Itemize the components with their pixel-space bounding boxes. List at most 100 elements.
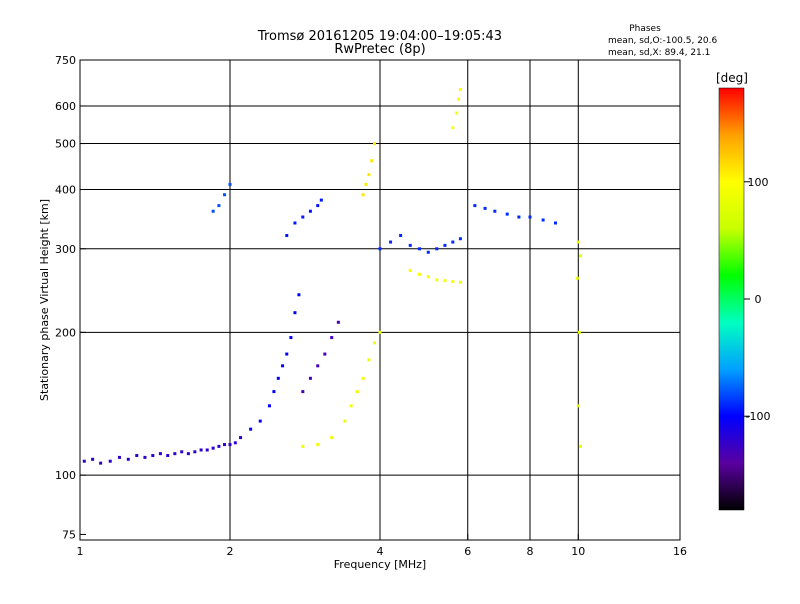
data-point [367,173,371,177]
legend-title: Phases [629,24,661,34]
series-O-trace [82,436,243,465]
data-point [258,419,262,423]
data-point [158,452,162,456]
y-tick-label: 600 [55,100,76,113]
data-point [233,441,237,445]
data-point [378,330,382,334]
data-point [117,455,121,459]
data-point [349,404,353,408]
data-point [281,364,285,368]
data-point [316,443,320,447]
data-point [399,233,403,237]
colorbar [718,87,745,511]
data-point [301,390,305,394]
data-point [553,221,557,225]
data-point [417,272,421,276]
colorbar-tick-label: 0 [755,293,762,306]
data-point [166,454,170,458]
data-point [426,275,430,279]
series-X-trace [301,330,382,448]
axis-ticks: 1 2 4 6 8 10 16 75 100 200 300 400 500 600 750 [55,54,687,558]
colorbar-label: [deg] [716,71,748,85]
data-point [367,358,371,362]
data-point [108,459,112,463]
data-point [361,376,365,380]
data-point [217,444,221,448]
data-point [389,240,393,244]
data-point [458,87,462,91]
data-point [361,193,365,197]
y-axis-label: Stationary phase Virtual Height [km] [38,199,51,401]
data-point [316,204,320,208]
data-point [517,215,521,219]
x-tick-label: 8 [527,545,534,558]
data-point [228,182,232,186]
series-O-trace [249,293,301,431]
series-O-trace [301,320,340,394]
data-point [126,457,130,461]
data-point [289,336,293,340]
data-point [151,454,155,458]
data-point [426,250,430,254]
data-point [578,254,582,258]
data-point [336,320,340,324]
data-point [408,243,412,247]
data-point [173,452,177,456]
data-point [180,450,184,454]
data-point [577,330,581,334]
data-point [458,237,462,241]
data-point [457,97,461,101]
x-tick-label: 4 [377,545,384,558]
data-point [473,204,477,208]
data-point [91,457,95,461]
data-point [451,279,455,283]
series-X-trace [408,269,462,284]
data-point [316,364,320,368]
data-point [223,443,227,447]
data-points [82,87,582,465]
data-point [458,280,462,284]
data-point [493,209,497,213]
data-point [297,293,301,297]
data-point [575,276,579,280]
data-point [223,193,227,197]
data-point [435,278,439,282]
data-point [576,240,580,244]
data-point [217,204,221,208]
data-point [323,352,327,356]
data-point [143,455,147,459]
data-point [193,450,197,454]
y-tick-label: 200 [55,326,76,339]
data-point [186,452,190,456]
data-point [373,341,377,345]
x-tick-label: 16 [673,545,687,558]
x-tick-label: 10 [571,545,585,558]
data-point [99,461,103,465]
data-point [285,352,289,356]
data-point [285,233,289,237]
data-point [199,448,203,452]
y-tick-label: 750 [55,54,76,67]
data-point [408,269,412,273]
data-point [370,159,374,163]
data-point [451,126,455,130]
colorbar-tick-label: -100 [746,410,771,423]
data-point [578,444,582,448]
y-tick-label: 400 [55,184,76,197]
series-X-trace [361,142,377,197]
data-point [239,436,243,440]
data-point [443,243,447,247]
colorbar-ticks: 100 0 -100 [744,176,770,423]
y-tick-label: 500 [55,138,76,151]
legend-entry-o: mean, sd,O:-100.5, 20.6 [608,36,718,46]
data-point [417,247,421,251]
series-O-trace [378,233,462,254]
data-point [451,240,455,244]
legend-entry-x: mean, sd,X: 89.4, 21.1 [608,48,710,58]
data-point [330,336,334,340]
data-point [301,215,305,219]
series-X-trace [451,87,462,130]
data-point [301,444,305,448]
